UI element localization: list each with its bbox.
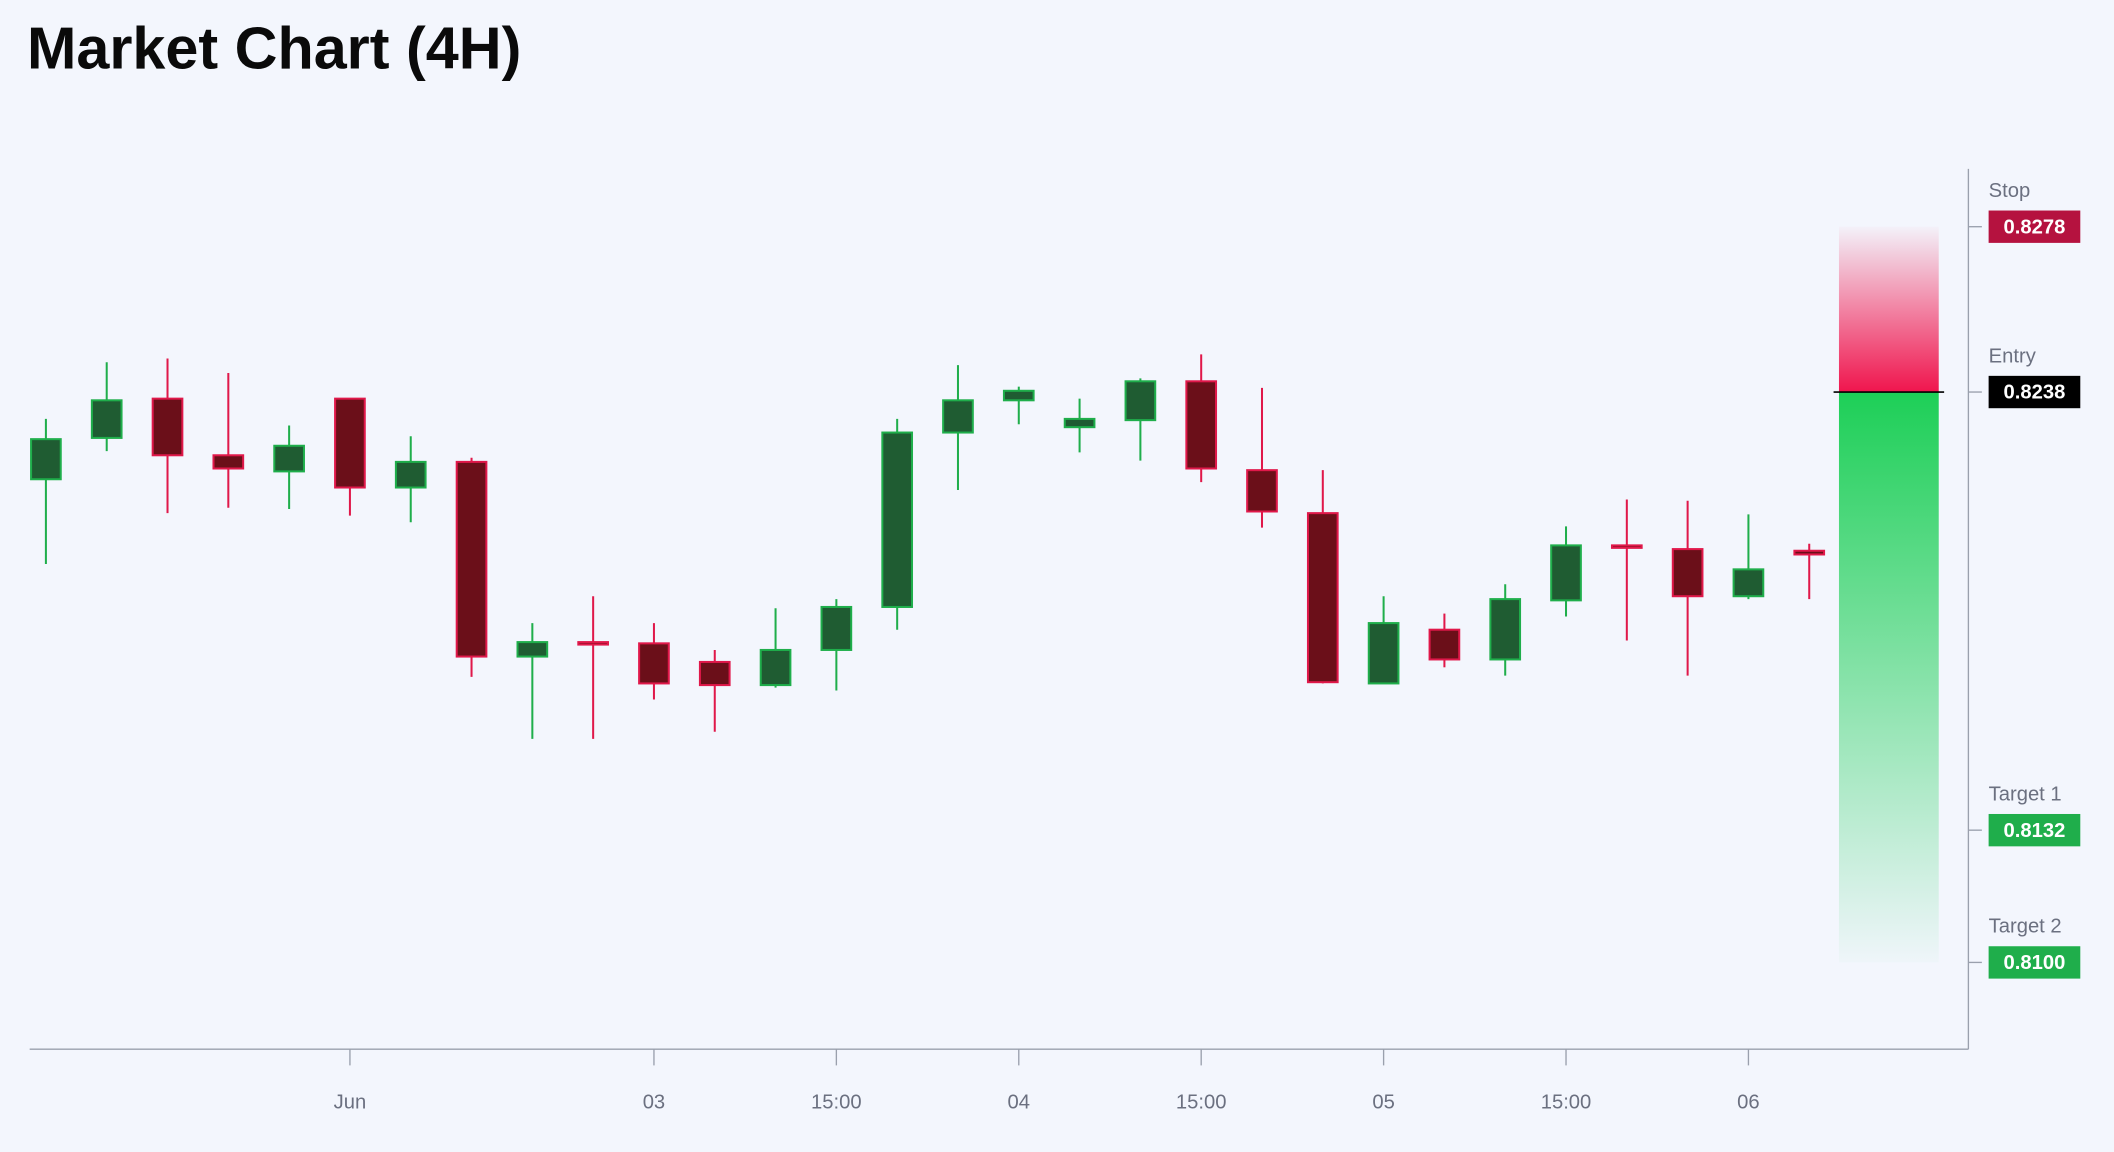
- candle-body: [1428, 628, 1461, 661]
- x-tick-label: 15:00: [1176, 1091, 1227, 1113]
- candle-body: [1246, 469, 1278, 513]
- candle-body: [455, 460, 488, 658]
- level-box: [1988, 813, 2081, 847]
- candle-body: [1367, 622, 1400, 685]
- candle-body: [334, 397, 366, 489]
- level-box: [1988, 210, 2081, 243]
- candle-body: [1002, 389, 1035, 402]
- x-tick-label: Jun: [334, 1091, 367, 1113]
- x-tick-label: 04: [1008, 1091, 1030, 1113]
- candle-body: [1489, 598, 1522, 661]
- candle-body: [273, 444, 305, 473]
- candle-body: [1124, 380, 1157, 422]
- candle-body: [1306, 512, 1339, 684]
- candle-body: [942, 399, 974, 434]
- candle-body: [1610, 544, 1643, 549]
- x-tick-label: 05: [1372, 1091, 1394, 1113]
- candle-body: [1671, 548, 1704, 598]
- level-label: 0.8238: [2004, 382, 2066, 404]
- candle-body: [1185, 380, 1218, 470]
- x-tick-label: 03: [643, 1091, 666, 1113]
- reward-zone: [1838, 392, 1939, 963]
- candle-body: [1550, 544, 1582, 602]
- level-name: Target 1: [1989, 783, 2062, 805]
- level-box: [1988, 375, 2081, 409]
- candle-body: [212, 454, 245, 470]
- risk-zone: [1838, 226, 1939, 393]
- level-name: Target 2: [1989, 916, 2062, 938]
- candle-body: [820, 605, 853, 651]
- chart-title: Market Chart (4H): [27, 15, 521, 82]
- candle-body: [30, 438, 62, 481]
- candle-body: [759, 648, 792, 687]
- candle-body: [516, 641, 549, 658]
- x-tick-label: 06: [1737, 1091, 1760, 1113]
- candle-body: [1732, 568, 1765, 598]
- x-tick-label: 15:00: [811, 1091, 862, 1113]
- level-name: Stop: [1989, 180, 2031, 202]
- level-label: 0.8278: [2004, 216, 2066, 238]
- candle-body: [1063, 417, 1096, 429]
- x-tick-label: 15:00: [1541, 1091, 1592, 1113]
- level-name: Entry: [1989, 345, 2037, 367]
- candle-body: [394, 460, 427, 489]
- candle-body: [638, 642, 670, 685]
- candle-body: [90, 399, 123, 439]
- level-box: [1988, 946, 2081, 979]
- level-label: 0.8100: [2004, 952, 2066, 974]
- candle-body: [577, 641, 609, 646]
- candle-body: [1793, 549, 1826, 556]
- candle-body: [698, 660, 731, 687]
- candle-body: [881, 431, 914, 608]
- candle-body: [151, 397, 184, 457]
- level-label: 0.8132: [2004, 820, 2066, 842]
